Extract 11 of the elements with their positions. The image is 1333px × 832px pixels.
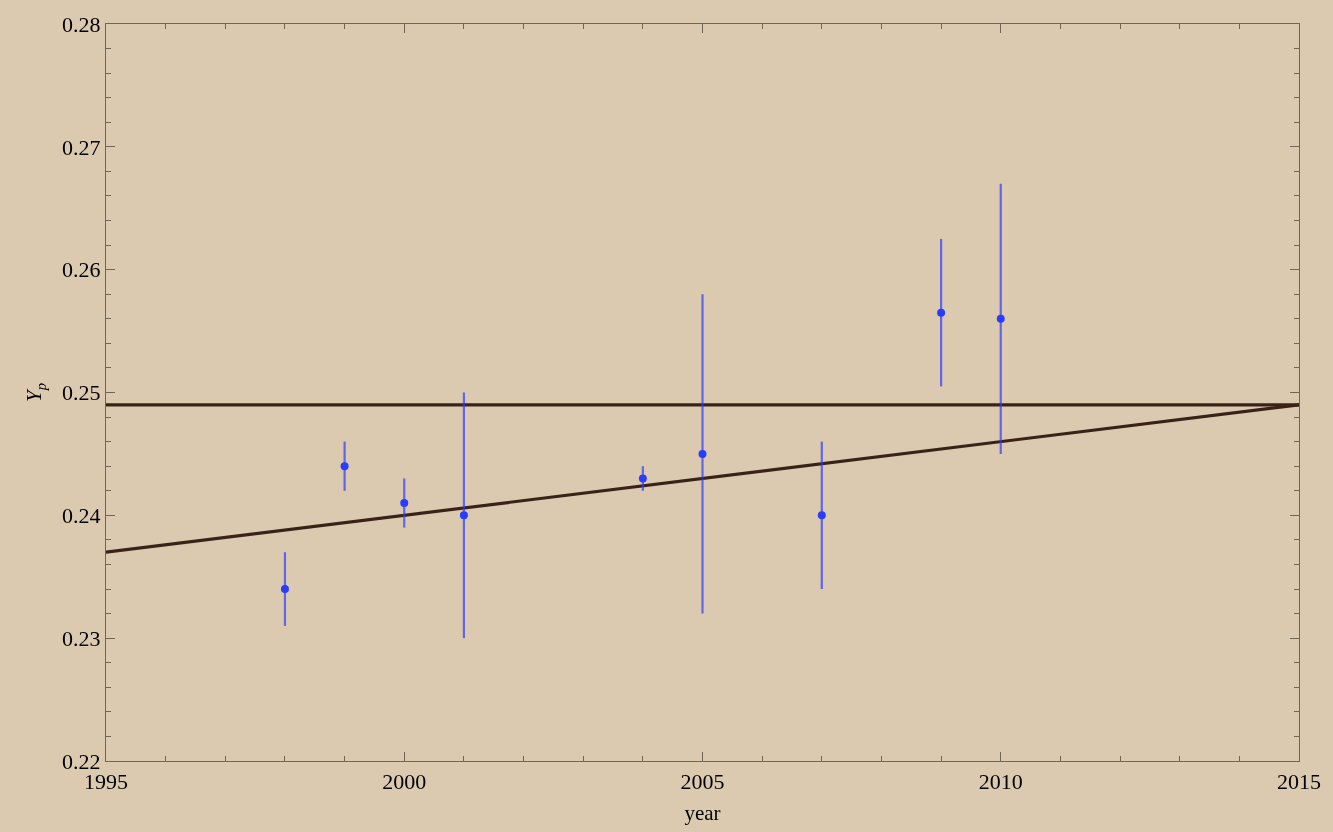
x-tick-label: 2005 bbox=[680, 768, 725, 794]
x-tick-label: 2015 bbox=[1277, 768, 1321, 794]
x-tick-label: 2010 bbox=[978, 768, 1023, 794]
y-tick-label: 0.25 bbox=[62, 380, 101, 406]
y-tick-label: 0.23 bbox=[62, 625, 101, 651]
y-tick-label: 0.24 bbox=[62, 503, 101, 529]
y-tick-label: 0.26 bbox=[62, 257, 101, 283]
y-tick-label: 0.27 bbox=[62, 134, 101, 160]
x-axis-title: year bbox=[684, 800, 721, 825]
y-tick-label: 0.28 bbox=[62, 11, 101, 37]
x-tick-label: 2000 bbox=[382, 768, 427, 794]
